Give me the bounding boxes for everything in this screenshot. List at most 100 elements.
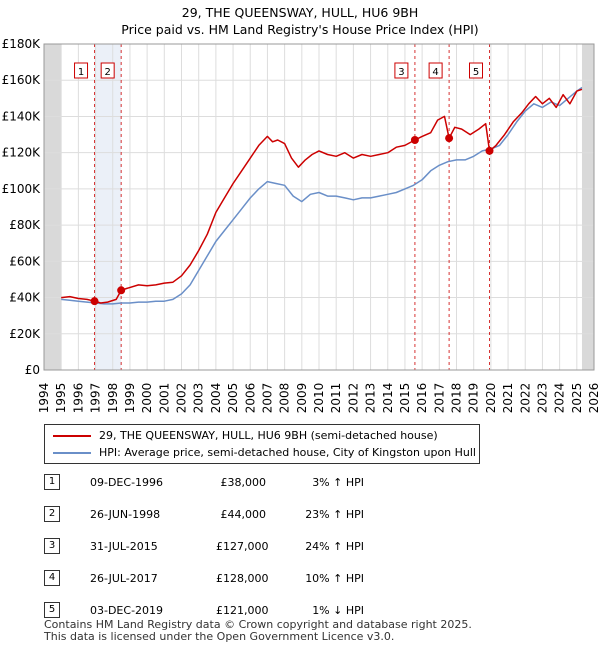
property-price-line: [61, 88, 583, 304]
sale-hpi-diff: 10% ↑ HPI: [305, 572, 364, 585]
y-tick-label: £120K: [2, 146, 42, 160]
x-tick-label: 2024: [553, 383, 567, 414]
sale-number-label: 1: [78, 67, 84, 78]
x-tick-label: 2013: [364, 383, 378, 414]
sale-hpi-diff: 24% ↑ HPI: [305, 540, 364, 553]
x-tick-label: 2025: [570, 383, 584, 414]
sale-point: [485, 146, 494, 155]
sale-period-band: [94, 44, 122, 370]
y-tick-label: £160K: [2, 73, 42, 87]
footer-licence: This data is licensed under the Open Gov…: [44, 630, 395, 643]
sale-price: £44,000: [220, 508, 267, 521]
x-tick-label: 2014: [381, 383, 395, 414]
sale-price: £38,000: [220, 476, 267, 489]
y-tick-label: £100K: [2, 182, 42, 196]
sale-row: 5 03-DEC-2019 £121,000 1% ↓ HPI: [44, 602, 384, 620]
blue-line-swatch: [53, 452, 91, 454]
y-tick-label: £40K: [9, 291, 41, 305]
x-tick-label: 1999: [123, 383, 137, 414]
legend-label-property: 29, THE QUEENSWAY, HULL, HU6 9BH (semi-d…: [99, 429, 438, 442]
sale-number-badge: 2: [44, 506, 60, 522]
y-tick-label: £20K: [9, 327, 41, 341]
x-tick-label: 2010: [312, 383, 326, 414]
legend-item-property: 29, THE QUEENSWAY, HULL, HU6 9BH (semi-d…: [53, 428, 438, 444]
sale-number-label: 4: [432, 67, 438, 78]
x-tick-label: 2011: [329, 383, 343, 414]
x-tick-label: 2022: [518, 383, 532, 414]
sale-row: 4 26-JUL-2017 £128,000 10% ↑ HPI: [44, 570, 384, 588]
sale-row: 3 31-JUL-2015 £127,000 24% ↑ HPI: [44, 538, 384, 556]
x-tick-label: 2016: [415, 383, 429, 414]
x-tick-label: 2002: [175, 383, 189, 414]
y-tick-label: £140K: [2, 109, 42, 123]
sale-date: 31-JUL-2015: [90, 540, 158, 553]
x-tick-label: 2007: [260, 383, 274, 414]
sale-number-label: 5: [473, 67, 479, 78]
red-line-swatch: [53, 435, 91, 437]
x-tick-label: 2017: [432, 383, 446, 414]
x-tick-label: 2006: [243, 383, 257, 414]
sale-date: 26-JUN-1998: [90, 508, 161, 521]
title-subtitle: Price paid vs. HM Land Registry's House …: [121, 22, 479, 37]
x-tick-label: 2021: [501, 383, 515, 414]
legend-label-hpi: HPI: Average price, semi-detached house,…: [99, 446, 476, 459]
legend-item-hpi: HPI: Average price, semi-detached house,…: [53, 445, 476, 461]
sale-number-box: [469, 62, 483, 79]
plot-frame: [43, 43, 595, 371]
sale-point: [410, 135, 419, 144]
x-tick-label: 1994: [37, 383, 51, 414]
x-tick-label: 2003: [192, 383, 206, 414]
chart-title: 29, THE QUEENSWAY, HULL, HU6 9BH Price p…: [0, 4, 600, 38]
x-tick-label: 1998: [106, 383, 120, 414]
sale-hpi-diff: 3% ↑ HPI: [312, 476, 364, 489]
x-tick-label: 2005: [226, 383, 240, 414]
y-tick-label: £180K: [2, 37, 42, 51]
hpi-line: [61, 86, 583, 305]
sale-row: 1 09-DEC-1996 £38,000 3% ↑ HPI: [44, 474, 384, 492]
y-tick-label: £0: [25, 363, 40, 377]
sale-hpi-diff: 1% ↓ HPI: [312, 604, 364, 617]
sale-number-box: [100, 62, 115, 79]
x-tick-label: 2018: [450, 383, 464, 414]
y-tick-label: £60K: [9, 254, 41, 268]
no-data-shade-left: [44, 44, 62, 370]
sale-hpi-diff: 23% ↑ HPI: [305, 508, 364, 521]
sale-number-badge: 1: [44, 474, 60, 490]
x-tick-label: 2004: [209, 383, 223, 414]
sale-point: [445, 134, 454, 143]
sale-price: £121,000: [216, 604, 269, 617]
legend: 29, THE QUEENSWAY, HULL, HU6 9BH (semi-d…: [44, 424, 480, 464]
footer-copyright: Contains HM Land Registry data © Crown c…: [44, 618, 472, 631]
sale-date: 09-DEC-1996: [90, 476, 164, 489]
sale-number-badge: 4: [44, 570, 60, 586]
footer-notice: Contains HM Land Registry data © Crown c…: [44, 619, 472, 643]
x-tick-label: 2026: [587, 383, 600, 414]
x-tick-label: 2008: [278, 383, 292, 414]
x-tick-label: 2019: [467, 383, 481, 414]
x-tick-label: 2012: [346, 383, 360, 414]
x-tick-label: 1996: [71, 383, 85, 414]
x-tick-label: 1997: [89, 383, 103, 414]
sale-number-label: 2: [104, 67, 110, 78]
sale-number-box: [74, 62, 89, 79]
sale-number-box: [394, 62, 409, 79]
sale-number-label: 3: [398, 67, 404, 78]
sale-point: [90, 297, 99, 306]
x-tick-label: 2009: [295, 383, 309, 414]
x-tick-label: 2001: [157, 383, 171, 414]
sale-date: 26-JUL-2017: [90, 572, 158, 585]
sale-price: £128,000: [216, 572, 269, 585]
sale-date: 03-DEC-2019: [90, 604, 164, 617]
sale-price: £127,000: [216, 540, 269, 553]
sale-number-badge: 5: [44, 602, 60, 618]
x-tick-label: 2023: [535, 383, 549, 414]
sale-number-box: [428, 62, 443, 79]
sale-point: [117, 286, 126, 295]
sale-number-badge: 3: [44, 538, 60, 554]
sale-row: 2 26-JUN-1998 £44,000 23% ↑ HPI: [44, 506, 384, 524]
title-address: 29, THE QUEENSWAY, HULL, HU6 9BH: [181, 5, 419, 20]
x-tick-label: 1995: [54, 383, 68, 414]
x-tick-label: 2015: [398, 383, 412, 414]
x-tick-label: 2000: [140, 383, 154, 414]
no-data-shade-right: [581, 44, 594, 370]
